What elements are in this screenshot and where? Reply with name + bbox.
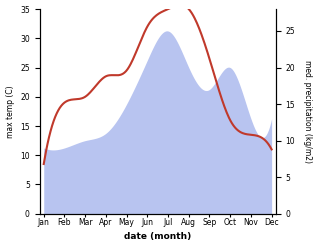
Y-axis label: med. precipitation (kg/m2): med. precipitation (kg/m2) xyxy=(303,60,313,163)
X-axis label: date (month): date (month) xyxy=(124,232,191,242)
Y-axis label: max temp (C): max temp (C) xyxy=(5,85,15,138)
